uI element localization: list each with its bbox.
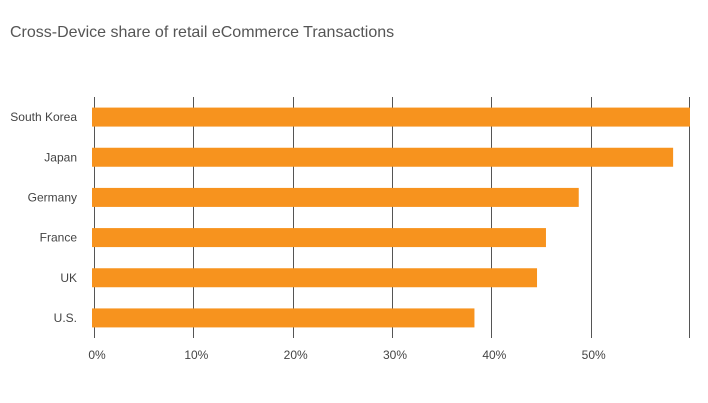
x-tick-label-4: 40% bbox=[482, 348, 506, 362]
x-tick-label-2: 20% bbox=[284, 348, 308, 362]
bars bbox=[92, 107, 690, 328]
chart-title: Cross-Device share of retail eCommerce T… bbox=[10, 24, 395, 41]
bar-1 bbox=[92, 147, 674, 167]
bar-4 bbox=[92, 268, 538, 288]
category-label-3: France bbox=[40, 231, 78, 245]
bar-3 bbox=[92, 228, 546, 248]
x-tick-label-1: 10% bbox=[184, 348, 208, 362]
bar-0 bbox=[92, 107, 690, 127]
y-axis: South Korea Japan Germany France UK U.S. bbox=[10, 110, 77, 325]
category-label-4: UK bbox=[60, 271, 77, 285]
category-label-5: U.S. bbox=[54, 311, 77, 325]
grid-lines bbox=[94, 97, 690, 338]
x-axis: 0% 10% 20% 30% 40% 50% bbox=[88, 348, 606, 362]
x-tick-label-0: 0% bbox=[88, 348, 106, 362]
bar-5 bbox=[92, 308, 475, 328]
category-label-0: South Korea bbox=[10, 110, 77, 124]
category-label-1: Japan bbox=[44, 150, 77, 164]
bar-2 bbox=[92, 187, 579, 207]
category-label-2: Germany bbox=[28, 190, 77, 204]
x-tick-label-5: 50% bbox=[582, 348, 606, 362]
x-tick-label-3: 30% bbox=[383, 348, 407, 362]
